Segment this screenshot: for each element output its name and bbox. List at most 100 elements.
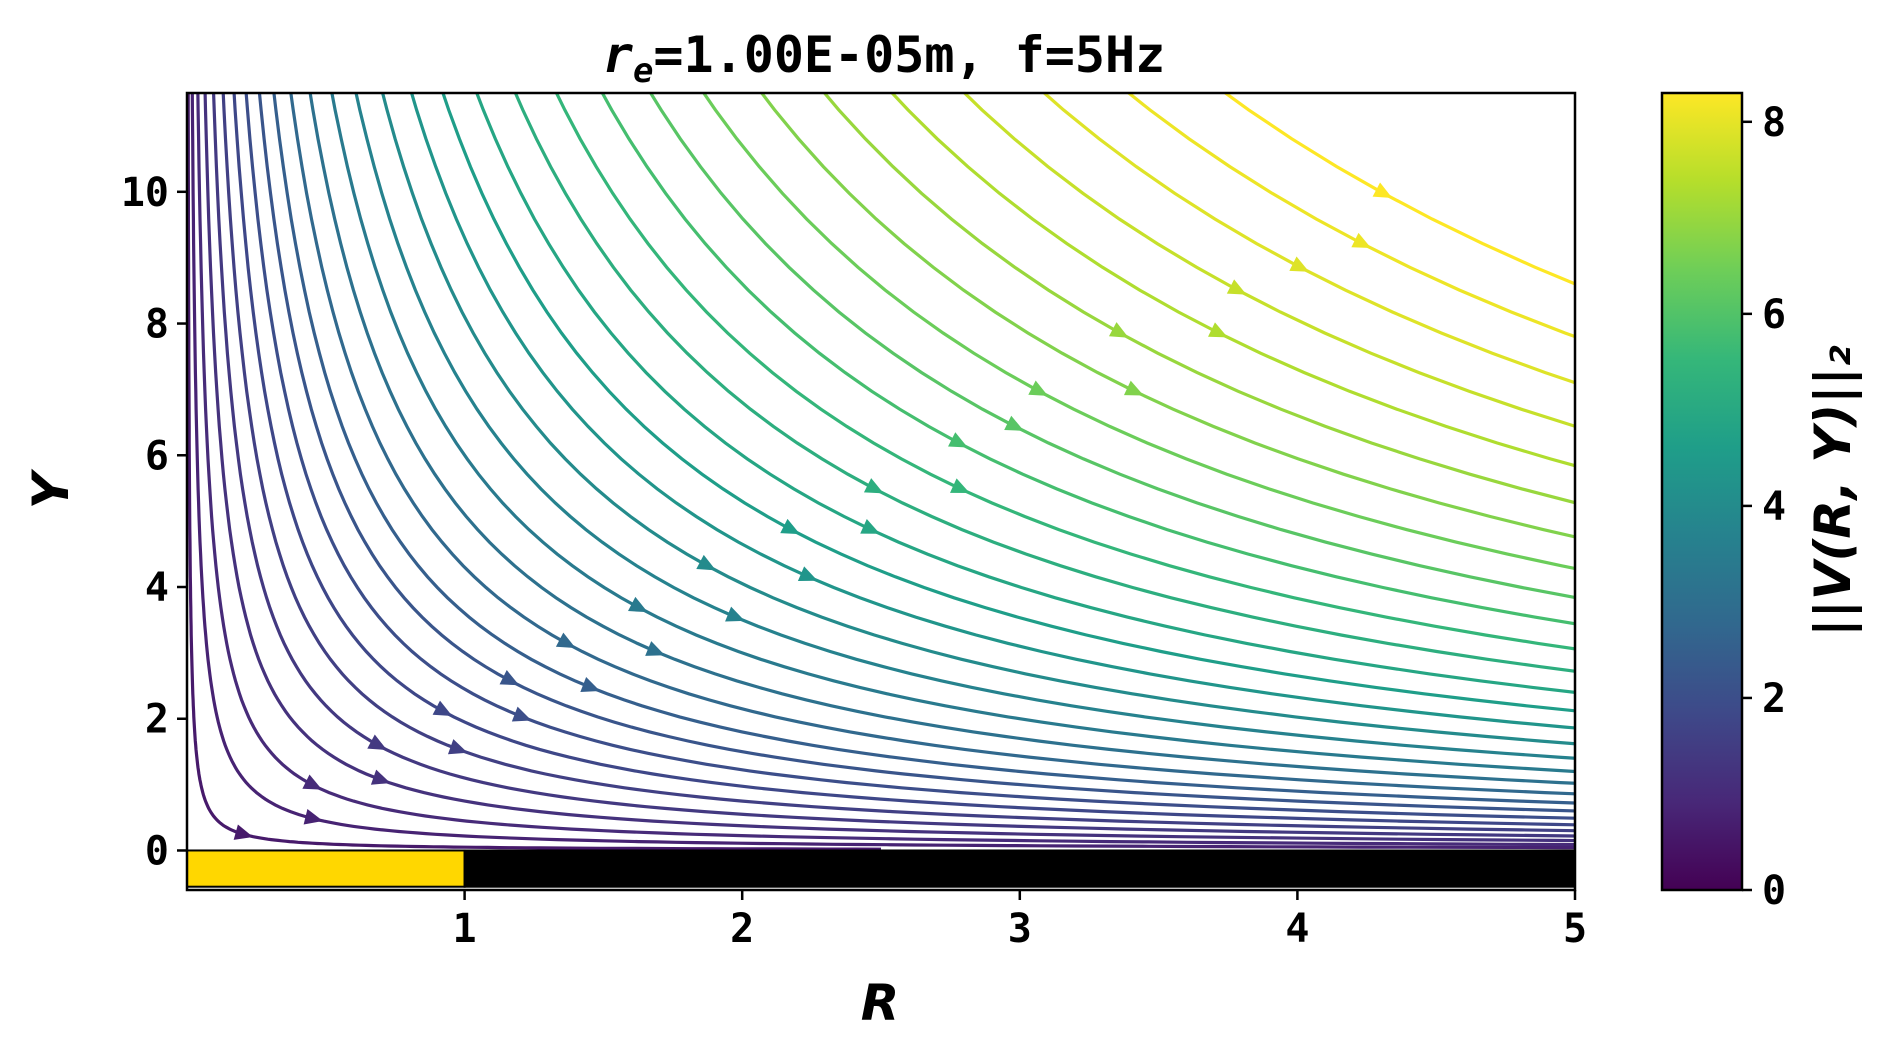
arrow-head bbox=[780, 518, 800, 535]
arrow-head bbox=[303, 808, 324, 825]
arrow-head bbox=[860, 519, 880, 534]
streamline bbox=[221, 93, 1575, 833]
streamline-arrow bbox=[1108, 322, 1129, 338]
streamline-arrow bbox=[580, 677, 601, 692]
streamline-arrow bbox=[555, 632, 576, 649]
streamline bbox=[889, 93, 1575, 468]
y-tick-label: 6 bbox=[145, 433, 169, 479]
arrow-head bbox=[580, 677, 601, 692]
streamline bbox=[203, 93, 1575, 843]
streamline bbox=[759, 93, 1575, 539]
arrow-head bbox=[797, 566, 818, 582]
streamline-arrow bbox=[1289, 256, 1310, 272]
streamline bbox=[308, 93, 1575, 785]
arrow-head bbox=[367, 734, 387, 750]
streamline-arrow bbox=[447, 739, 468, 755]
x-tick-label: 5 bbox=[1563, 906, 1587, 952]
y-axis-label: Y bbox=[22, 468, 80, 509]
y-tick-label: 10 bbox=[121, 170, 169, 216]
streamline-arrow bbox=[860, 519, 880, 534]
title-subscript: e bbox=[633, 51, 653, 91]
colorbar-tick-label: 0 bbox=[1762, 868, 1786, 914]
streamline bbox=[1222, 93, 1575, 286]
streamline-arrow bbox=[797, 566, 818, 582]
streamline-arrow bbox=[511, 706, 532, 722]
streamline-arrow bbox=[1028, 380, 1048, 396]
x-tick-label: 4 bbox=[1285, 906, 1309, 952]
streamline-arrow bbox=[780, 518, 800, 535]
streamline bbox=[554, 93, 1575, 651]
y-tick-label: 0 bbox=[145, 828, 169, 874]
streamline-arrow bbox=[1226, 279, 1247, 295]
colorbar-label: ||V(R, Y)||₂ bbox=[1804, 345, 1862, 636]
streamline-arrow bbox=[1372, 182, 1393, 198]
boundary-regions bbox=[186, 849, 1577, 888]
arrow-head bbox=[950, 478, 970, 493]
streamline-arrow bbox=[1351, 232, 1372, 249]
streamline-arrow bbox=[863, 478, 884, 494]
streamline bbox=[409, 93, 1575, 730]
arrow-head bbox=[511, 706, 532, 722]
streamline-arrow bbox=[1123, 380, 1144, 396]
y-tick-label: 2 bbox=[145, 697, 169, 743]
streamline-arrow bbox=[499, 670, 520, 686]
streamline-arrow bbox=[948, 432, 968, 448]
y-tick-label: 4 bbox=[145, 565, 169, 611]
plot-area bbox=[185, 91, 1577, 892]
streamlines bbox=[187, 93, 1575, 851]
y-tick-label: 8 bbox=[145, 302, 169, 348]
streamline bbox=[475, 93, 1575, 694]
arrow-head bbox=[499, 670, 520, 686]
x-axis-label: R bbox=[861, 974, 900, 1032]
streamline bbox=[822, 93, 1575, 505]
arrow-head bbox=[628, 596, 648, 613]
colorbar-gradient bbox=[1660, 91, 1744, 892]
x-tick-label: 1 bbox=[453, 906, 477, 952]
streamline-arrow bbox=[645, 641, 665, 656]
streamline-arrow bbox=[302, 774, 323, 790]
arrow-head bbox=[555, 632, 576, 649]
arrow-head bbox=[696, 554, 716, 571]
streamline bbox=[190, 93, 1575, 850]
colorbar-tick-label: 8 bbox=[1762, 100, 1786, 146]
streamline-arrow bbox=[628, 596, 648, 613]
streamline bbox=[1126, 93, 1575, 339]
colorbar-tick-label: 2 bbox=[1762, 676, 1786, 722]
streamline-arrow bbox=[233, 824, 254, 840]
arrow-head bbox=[432, 700, 453, 717]
arrow-head bbox=[370, 769, 391, 785]
title-rest: =1.00E-05m, f=5Hz bbox=[653, 26, 1165, 84]
arrow-head bbox=[1123, 380, 1144, 396]
boundary-insulator bbox=[463, 849, 1577, 888]
chart-title: re=1.00E-05m, f=5Hz bbox=[603, 26, 1165, 91]
streamline-arrow bbox=[1208, 322, 1228, 338]
arrow-head bbox=[1028, 380, 1048, 396]
arrow-head bbox=[948, 432, 968, 448]
plot-frame bbox=[185, 91, 1577, 892]
streamline bbox=[187, 93, 882, 851]
arrow-head bbox=[645, 641, 665, 656]
streamline-arrow bbox=[367, 734, 387, 750]
colorbar: 0 2 4 6 8 ||V(R, Y)||₂ bbox=[1660, 91, 1862, 914]
streamline-arrow bbox=[370, 769, 391, 785]
streamline-arrow bbox=[303, 808, 324, 825]
x-axis-ticks: 1 2 3 4 5 bbox=[453, 890, 1587, 952]
x-tick-label: 2 bbox=[730, 906, 754, 952]
streamline bbox=[272, 93, 1575, 805]
colorbar-ticks: 0 2 4 6 8 bbox=[1742, 100, 1786, 914]
x-tick-label: 3 bbox=[1008, 906, 1032, 952]
arrow-head bbox=[1108, 322, 1129, 338]
arrow-head bbox=[1004, 415, 1024, 431]
arrow-head bbox=[1208, 322, 1228, 338]
arrow-head bbox=[447, 739, 468, 755]
arrow-head bbox=[1226, 279, 1247, 295]
arrow-head bbox=[1351, 232, 1372, 249]
streamline bbox=[648, 93, 1575, 600]
arrow-head bbox=[725, 606, 745, 622]
arrow-head bbox=[302, 774, 323, 790]
colorbar-tick-label: 4 bbox=[1762, 484, 1786, 530]
streamline-arrow bbox=[950, 478, 970, 493]
arrow-head bbox=[863, 478, 884, 494]
streamline bbox=[354, 93, 1575, 760]
